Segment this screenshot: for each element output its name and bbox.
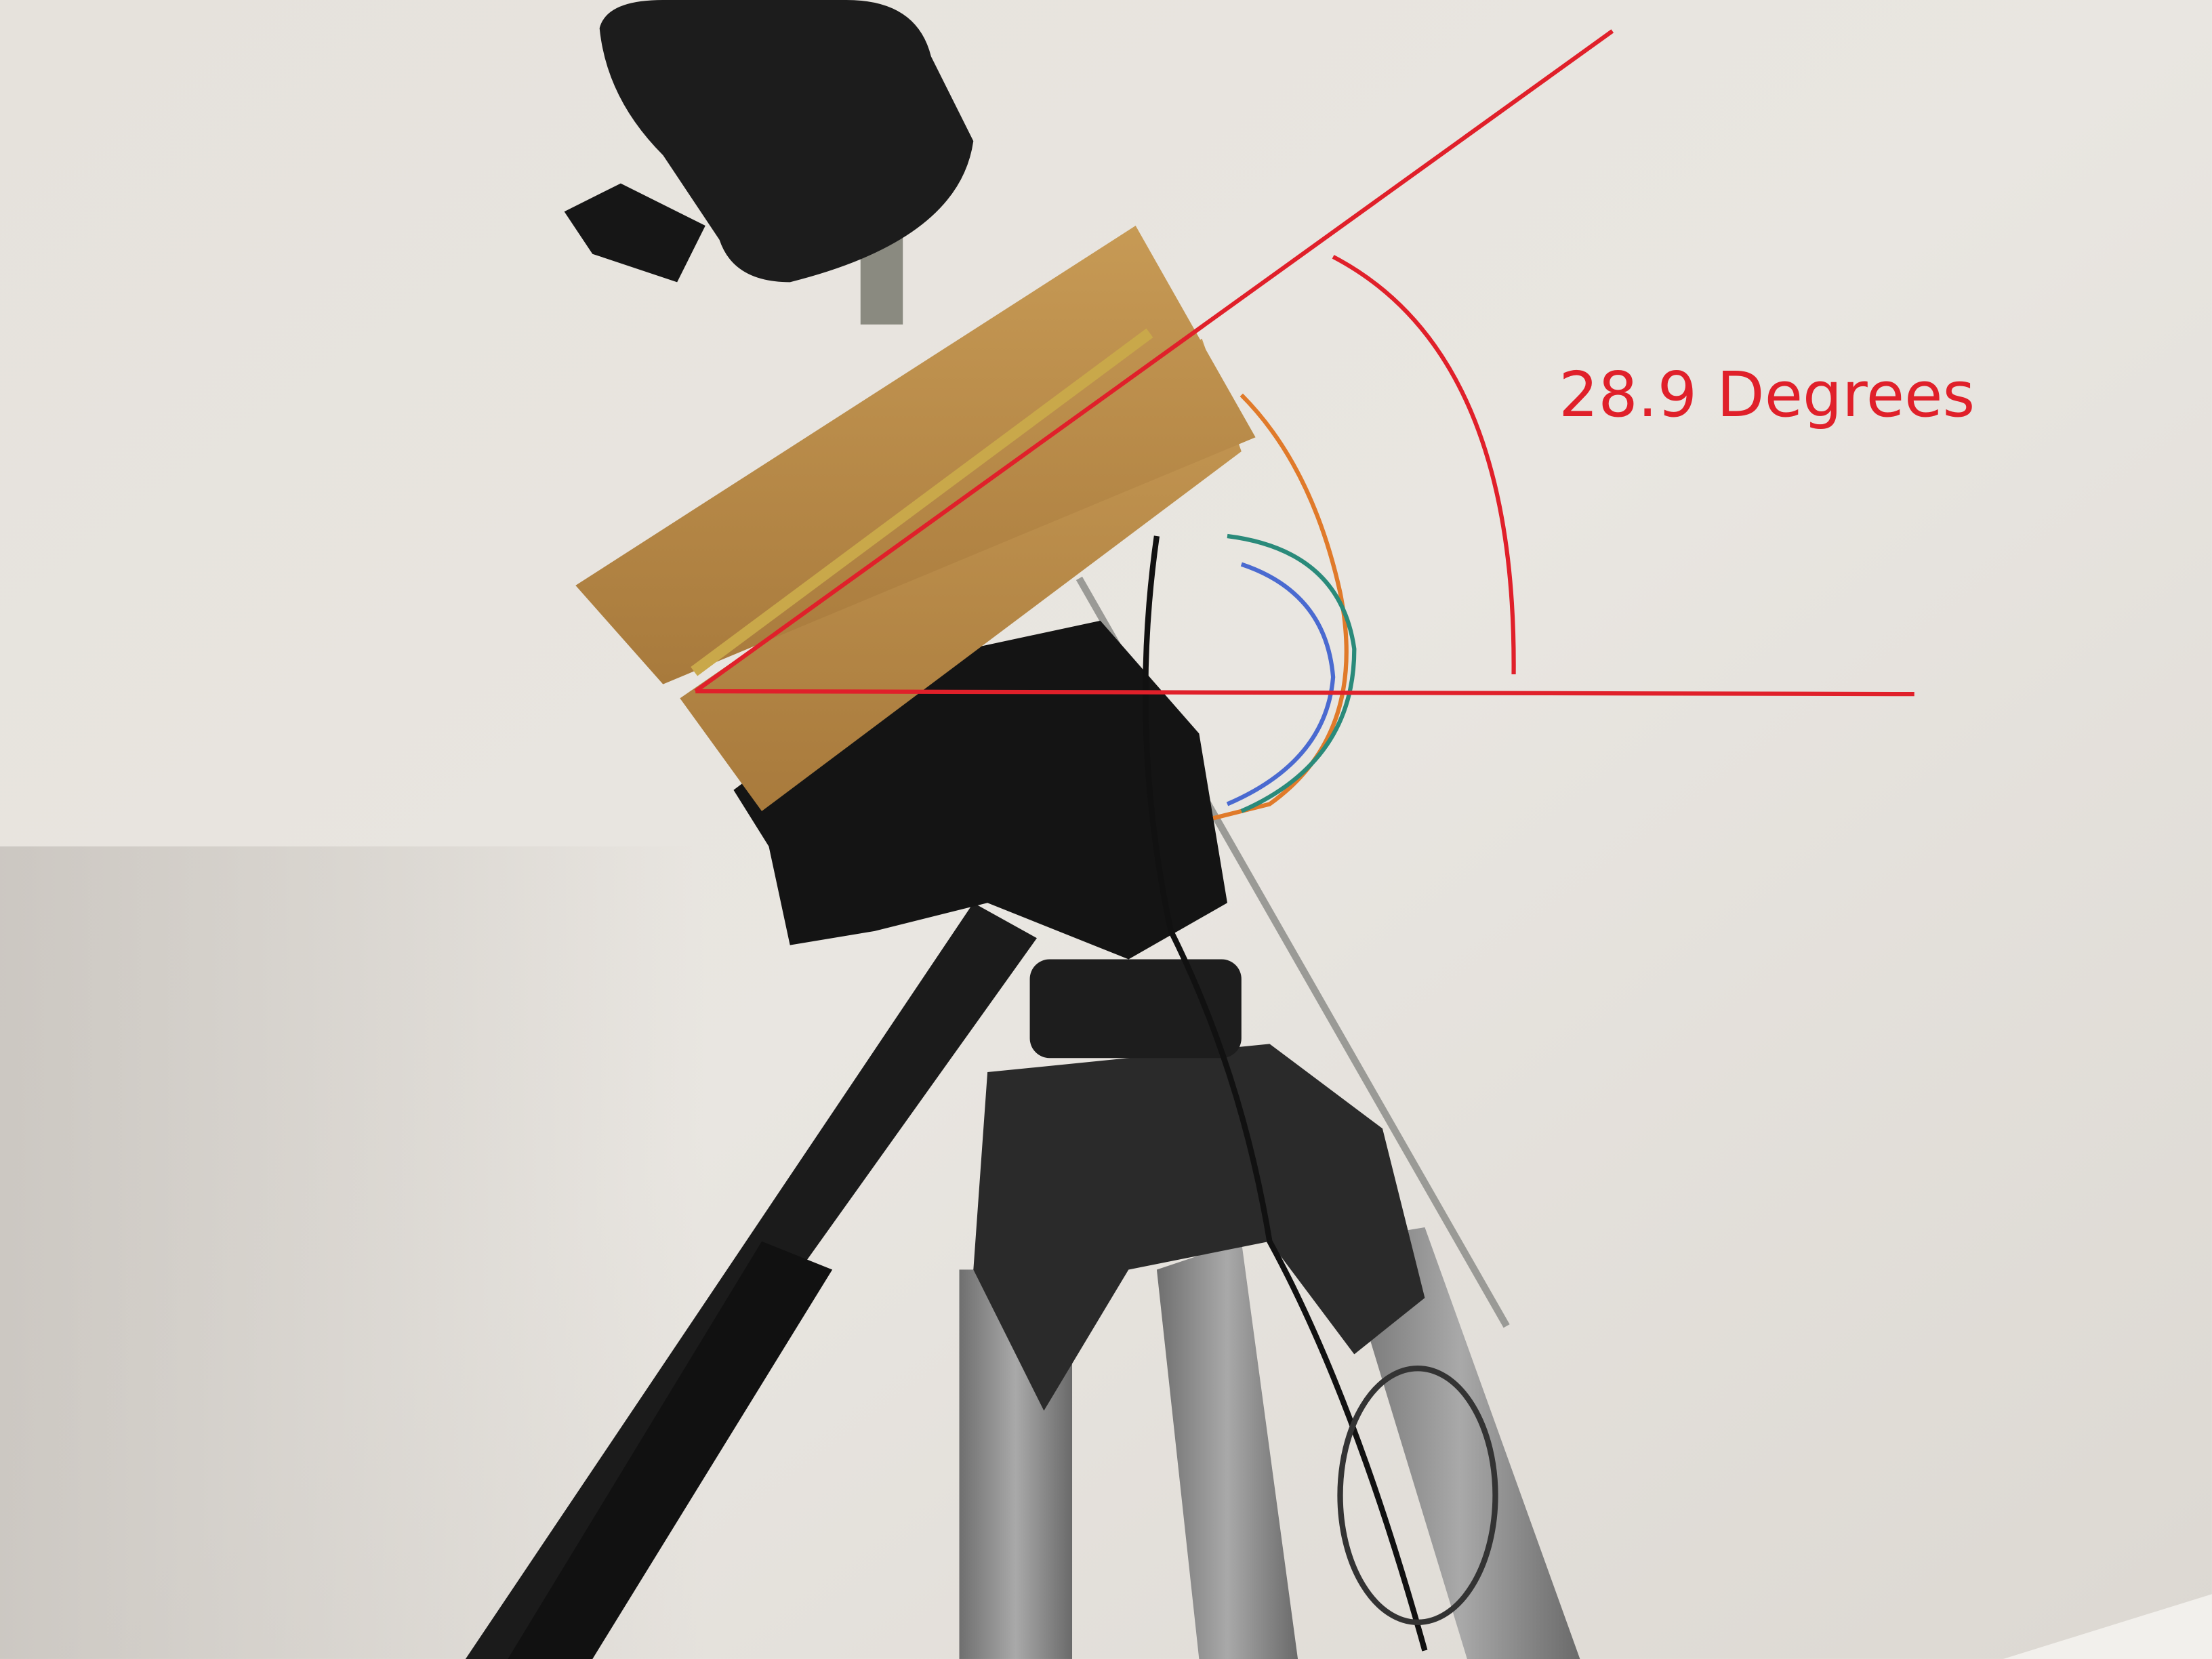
angle-label: 28.9 Degrees	[1559, 359, 1975, 431]
tripod-leg-center	[1156, 1241, 1298, 1659]
wire	[1227, 533, 1357, 813]
angle-line	[694, 29, 1614, 693]
tripod-crown	[973, 1044, 1425, 1411]
wood-block-upper	[575, 226, 1256, 684]
leg-grip	[508, 1241, 833, 1659]
ball-head	[599, 0, 974, 283]
knob	[564, 183, 705, 283]
column-lock	[1029, 959, 1242, 1059]
wire	[1226, 562, 1336, 806]
tripod-leg-right	[1340, 1227, 1580, 1659]
cable-loop	[1337, 1365, 1498, 1626]
reference-line	[695, 689, 1914, 697]
hinge	[691, 328, 1153, 676]
cable	[1143, 535, 1428, 1652]
angle-arc	[1332, 255, 1516, 675]
